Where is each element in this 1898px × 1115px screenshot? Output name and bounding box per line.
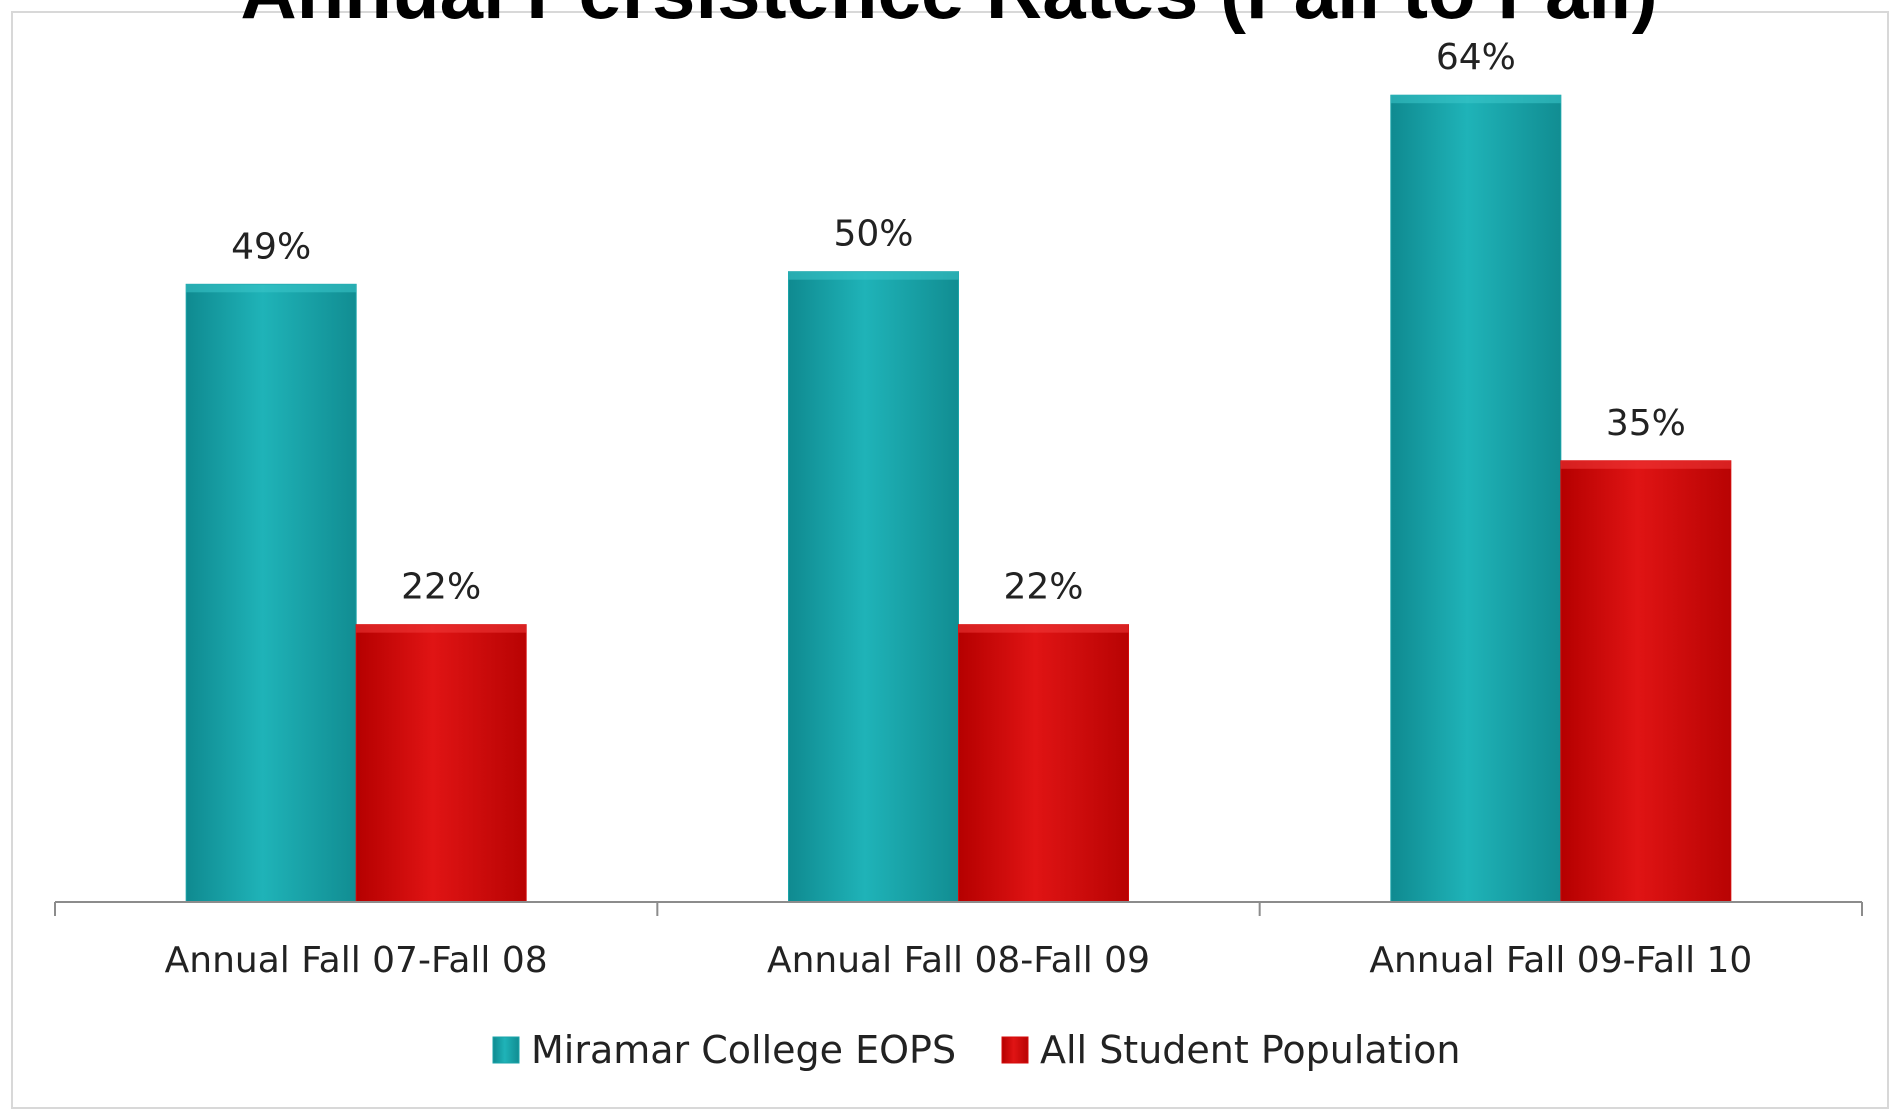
legend-label-all-students: All Student Population (1040, 1028, 1461, 1072)
bar-all-students-3 (1560, 460, 1732, 903)
x-axis-ticks (54, 902, 1863, 916)
category-label-3: Annual Fall 09-Fall 10 (1369, 940, 1752, 981)
labels-layer: 49% 22% 50% 22% 64% 35% (231, 37, 1686, 607)
bar-top-highlight (1390, 95, 1561, 104)
data-label-all-students-1: 22% (401, 567, 481, 608)
legend: Miramar College EOPS All Student Populati… (492, 1028, 1461, 1072)
bar-all-students-2 (958, 624, 1129, 903)
bar-eops-1 (185, 283, 357, 903)
chart-title: Annual Persistence Rates (Fall to Fall) (240, 0, 1657, 35)
legend-swatch-eops (492, 1036, 520, 1064)
data-label-all-students-2: 22% (1003, 567, 1083, 608)
data-label-eops-1: 49% (231, 226, 311, 267)
legend-label-eops: Miramar College EOPS (531, 1028, 956, 1072)
bar-top-highlight (788, 271, 959, 280)
bar-all-students-1 (355, 624, 527, 903)
bars-layer (185, 94, 1732, 903)
bar-top-highlight (958, 624, 1129, 633)
category-label-1: Annual Fall 07-Fall 08 (165, 940, 548, 981)
x-axis-categories: Annual Fall 07-Fall 08 Annual Fall 08-Fal… (165, 940, 1753, 981)
data-label-all-students-3: 35% (1606, 403, 1686, 444)
category-label-2: Annual Fall 08-Fall 09 (767, 940, 1150, 981)
bar-eops-2 (788, 271, 959, 903)
bar-top-highlight (356, 624, 527, 633)
data-label-eops-3: 64% (1436, 37, 1516, 78)
bar-top-highlight (186, 284, 357, 293)
bar-eops-3 (1390, 94, 1562, 903)
bar-top-highlight (1560, 460, 1731, 469)
data-label-eops-2: 50% (833, 214, 913, 255)
legend-swatch-all-students (1001, 1036, 1029, 1064)
